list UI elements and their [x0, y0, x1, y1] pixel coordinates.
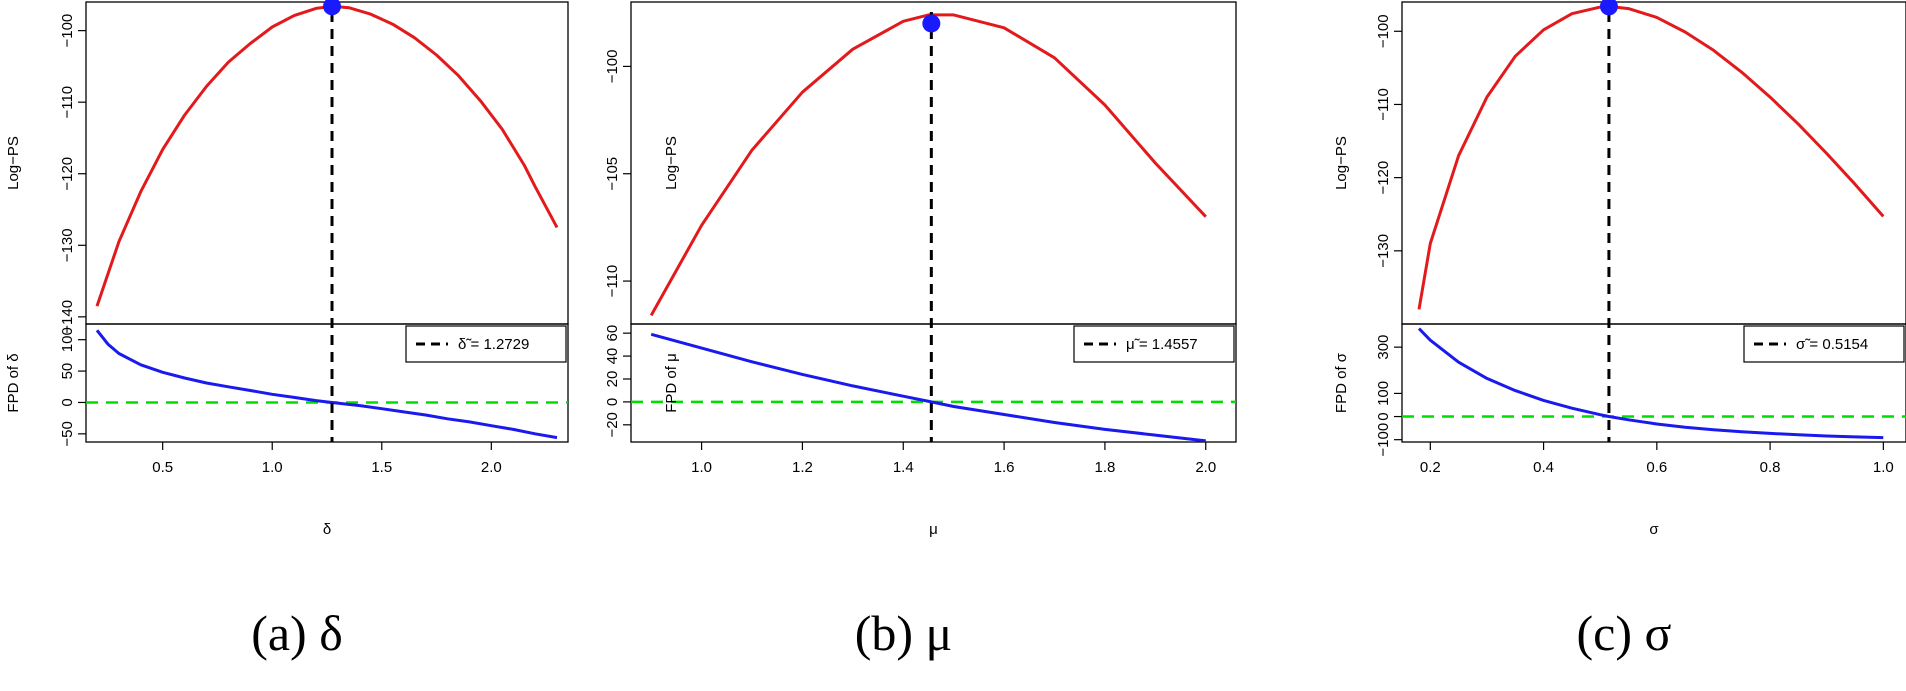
top-plot-frame: [85, 1, 569, 325]
panel-caption: (b) μ: [855, 605, 953, 661]
x-tick-label: 0.6: [1646, 459, 1667, 476]
maximum-marker: [323, 0, 342, 16]
bottom-plot-frame: [1401, 323, 1906, 443]
x-tick-label: 1.5: [371, 459, 392, 476]
log-ps-curve: [95, 4, 559, 307]
top-y-axis-label: Log−PS: [663, 136, 680, 190]
panel-caption: (c) σ: [1577, 605, 1672, 661]
y-tick-label: −130: [1375, 234, 1392, 268]
y-tick-label: 0: [1375, 412, 1392, 420]
y-tick-label: −140: [59, 300, 76, 334]
y-tick-label: −100: [1375, 14, 1392, 48]
y-tick-label: 0: [604, 398, 621, 406]
fpd-curve: [1417, 327, 1884, 440]
panel-mu: −100 −105 −110 60 40 20 0 −20 1.0 1.2 1.4 1.6 1.8 2.0…: [604, 1, 1237, 661]
legend-label: δ̃ = 1.2729: [458, 336, 529, 353]
y-tick-label: 300: [1375, 335, 1392, 360]
y-tick-label: 100: [1375, 381, 1392, 406]
y-tick-label: −110: [59, 86, 76, 119]
x-tick-label: 1.8: [1094, 459, 1115, 476]
y-tick-label: 100: [59, 327, 76, 352]
panel-sigma: −100 −110 −120 −130 300 100 0 −100 0.2 0.4 0.6 0.8 1…: [1333, 0, 1906, 661]
legend-value: = 1.2729: [466, 336, 529, 353]
x-tick-label: 1.0: [262, 459, 283, 476]
y-tick-label: 60: [604, 325, 621, 342]
y-tick-label: −50: [59, 421, 76, 446]
panel-caption: (a) δ: [251, 605, 343, 661]
legend-label: σ̃ = 0.5154: [1796, 336, 1868, 353]
top-y-axis-label: Log−PS: [1333, 136, 1350, 190]
legend-value: = 1.4557: [1135, 336, 1198, 353]
y-tick-label: −105: [604, 157, 621, 191]
x-tick-label: 1.0: [1873, 459, 1894, 476]
x-tick-label: 1.2: [792, 459, 813, 476]
top-plot-frame: [630, 1, 1237, 325]
y-tick-label: −100: [1375, 423, 1392, 457]
legend-label: μ̃ = 1.4557: [1126, 336, 1198, 353]
bottom-plot-frame: [630, 323, 1237, 443]
y-tick-label: −130: [59, 228, 76, 262]
maximum-marker: [1599, 0, 1618, 16]
x-tick-label: 0.2: [1420, 459, 1441, 476]
y-tick-label: −20: [604, 412, 621, 437]
x-tick-label: 0.5: [152, 459, 173, 476]
bottom-y-axis-label: FPD of σ: [1333, 352, 1350, 413]
x-axis-label: σ: [1649, 521, 1659, 538]
y-tick-label: −120: [1375, 161, 1392, 195]
y-tick-label: 50: [59, 363, 76, 380]
bottom-y-axis-label: FPD of δ: [5, 353, 22, 412]
x-tick-label: 2.0: [481, 459, 502, 476]
x-axis-label: δ: [323, 521, 331, 538]
top-y-axis-label: Log−PS: [5, 136, 22, 190]
x-tick-label: 0.4: [1533, 459, 1554, 476]
y-tick-label: −120: [59, 157, 76, 191]
bottom-y-axis-label: FPD of μ: [663, 353, 680, 413]
x-tick-label: 2.0: [1195, 459, 1216, 476]
y-tick-label: −100: [604, 50, 621, 84]
x-tick-label: 1.6: [994, 459, 1015, 476]
top-plot-frame: [1401, 1, 1906, 325]
maximum-marker: [922, 14, 941, 33]
y-tick-label: 20: [604, 371, 621, 388]
bottom-plot-frame: [85, 323, 569, 443]
y-tick-label: −110: [1375, 88, 1392, 121]
x-tick-label: 1.4: [893, 459, 914, 476]
x-tick-label: 1.0: [691, 459, 712, 476]
y-tick-label: 40: [604, 348, 621, 365]
log-ps-curve: [649, 13, 1207, 317]
legend-value: = 0.5154: [1805, 336, 1868, 353]
y-tick-label: −110: [604, 265, 621, 298]
fpd-curve: [650, 332, 1206, 442]
y-tick-label: 0: [59, 398, 76, 406]
x-tick-label: 0.8: [1760, 459, 1781, 476]
log-ps-curve: [1417, 4, 1885, 310]
fpd-curve: [95, 329, 558, 440]
x-axis-label: μ: [929, 521, 938, 538]
legend-box: [405, 325, 567, 363]
y-tick-label: −100: [59, 14, 76, 48]
